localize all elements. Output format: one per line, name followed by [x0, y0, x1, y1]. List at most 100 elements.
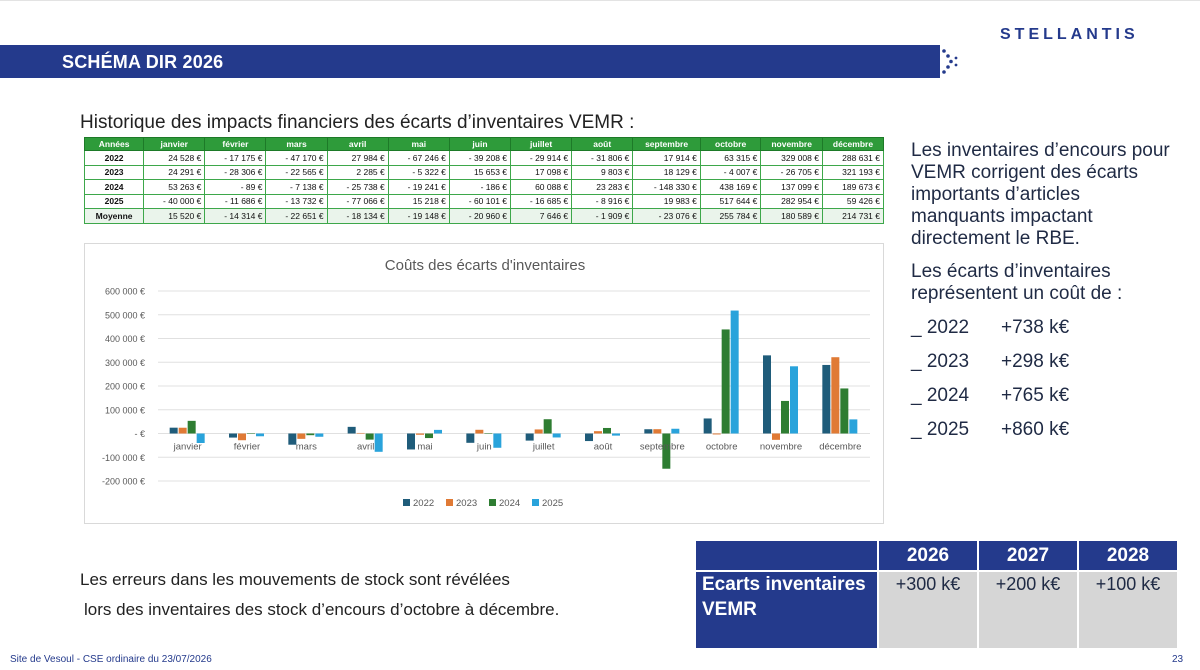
- bar-2024-février: [247, 433, 255, 434]
- table-row: 2022 24 528 € - 17 175 € - 47 170 €27 984 €…: [83, 150, 885, 166]
- table-cell: - 19 148 €: [387, 208, 450, 224]
- stellantis-logo: STELLANTIS: [1000, 26, 1139, 43]
- bar-2024-mars: [306, 433, 315, 436]
- table-row: 2024 53 263 € - 89 € - 7 138 € - 25 738 € - 1…: [83, 179, 885, 195]
- cost-value: +738 k€: [1001, 317, 1070, 338]
- cost-year: _ 2023: [911, 351, 970, 372]
- bar-2022-janvier: [169, 427, 178, 434]
- cost-year: _ 2025: [911, 419, 970, 440]
- row-year: 2022: [83, 150, 145, 166]
- table-cell: 15 520 €: [143, 208, 206, 224]
- table-cell: 255 784 €: [699, 208, 762, 224]
- table-cell: 288 631 €: [821, 150, 885, 166]
- right-paragraph-2: Les écarts d’inventaires représentent un…: [911, 261, 1123, 304]
- header-month: octobre: [699, 137, 762, 151]
- cost-row: _ 2025 +860 k€: [911, 419, 1069, 441]
- table-cell: - 16 685 €: [510, 193, 573, 209]
- legend-swatch-2024: [489, 499, 496, 506]
- table-cell: - 14 314 €: [204, 208, 267, 224]
- chart-container: Coûts des écarts d'inventaires 600 000 € 5…: [84, 243, 884, 524]
- table-cell: 7 646 €: [510, 208, 573, 224]
- table-cell: - 11 686 €: [204, 193, 267, 209]
- bar-2023-juillet: [534, 429, 543, 434]
- table-cell: 27 984 €: [326, 150, 389, 166]
- bar-2024-janvier: [187, 420, 196, 434]
- table-cell: - 186 €: [448, 179, 512, 195]
- table-cell: 24 291 €: [143, 164, 206, 180]
- bottom-text-line-2: lors des inventaires des stock d’encours…: [84, 600, 560, 619]
- header-month: janvier: [143, 137, 206, 151]
- bar-2025-février: [256, 433, 264, 437]
- dots-decoration-icon: [942, 49, 958, 74]
- table-row: 2025- 40 000 € - 11 686 € - 13 732 € - 77 0…: [83, 193, 885, 209]
- row-year: Moyenne: [83, 208, 145, 224]
- x-tick-label: avril: [357, 442, 374, 453]
- legend-swatch-2023: [446, 499, 453, 506]
- x-tick-label: mai: [417, 442, 432, 453]
- table-cell: 19 983 €: [632, 193, 701, 209]
- bar-2025-juin: [493, 433, 502, 448]
- x-tick-label: octobre: [706, 442, 738, 453]
- table-cell: - 22 565 €: [265, 164, 328, 180]
- table-cell: - 7 138 €: [265, 179, 328, 195]
- row-year: 2023: [83, 164, 145, 180]
- x-tick-label: novembre: [760, 442, 802, 453]
- inventory-table: Années janvier février mars avril mai juin juil…: [83, 137, 885, 224]
- bar-2025-juillet: [552, 433, 561, 438]
- bar-2024-novembre: [781, 400, 789, 434]
- page-number: 23: [1172, 654, 1184, 665]
- bar-2023-novembre: [772, 433, 780, 440]
- y-tick-label: 500 000 €: [105, 310, 145, 320]
- table-cell: 15 218 €: [387, 193, 450, 209]
- table-cell: 321 193 €: [821, 164, 885, 180]
- bar-2023-avril: [356, 432, 365, 434]
- table-cell: - 67 246 €: [387, 150, 450, 166]
- table-body: 2022 24 528 € - 17 175 € - 47 170 €27 984 €…: [83, 150, 885, 224]
- table-row: 2023 24 291 € - 28 306 € - 22 565 €2 285 € -…: [83, 164, 885, 180]
- cost-value: +765 k€: [1001, 385, 1070, 406]
- header-month: septembre: [632, 137, 701, 151]
- table-cell: 60 088 €: [510, 179, 573, 195]
- bar-2023-décembre: [831, 357, 840, 434]
- table-cell: - 25 738 €: [326, 179, 389, 195]
- header-month: juillet: [510, 137, 573, 151]
- bar-2022-juin: [466, 433, 475, 443]
- header-month: août: [571, 137, 634, 151]
- table-cell: 53 263 €: [143, 179, 206, 195]
- table-cell: - 22 651 €: [265, 208, 328, 224]
- table-cell: 63 315 €: [699, 150, 762, 166]
- bar-2024-septembre: [662, 433, 671, 469]
- table-cell: 2 285 €: [326, 164, 389, 180]
- x-tick-label: mars: [296, 442, 317, 453]
- table-cell: - 18 134 €: [326, 208, 389, 224]
- table-cell: - 17 175 €: [204, 150, 267, 166]
- bar-2025-mai: [434, 429, 442, 434]
- table-cell: 137 099 €: [760, 179, 823, 195]
- bar-2025-septembre: [671, 428, 680, 434]
- right-paragraph-1: Les inventaires d’encours pour VEMR corr…: [911, 140, 1170, 249]
- row-year: 2024: [83, 179, 145, 195]
- bar-2023-août: [594, 431, 602, 434]
- header-month: mai: [387, 137, 450, 151]
- legend-label: 2023: [456, 498, 477, 509]
- y-tick-label: -200 000 €: [102, 477, 145, 487]
- header-month: décembre: [821, 137, 885, 151]
- header-month: février: [204, 137, 267, 151]
- bar-2024-juin: [484, 433, 493, 434]
- targets-value-row: Ecarts inventaires VEMR +300 k€ +200 k€ …: [696, 572, 1177, 648]
- y-tick-label: 300 000 €: [105, 358, 145, 368]
- y-tick-label: 600 000 €: [105, 287, 145, 297]
- header-month: avril: [326, 137, 389, 151]
- targets-corner: [696, 541, 877, 570]
- targets-table: 2026 2027 2028 Ecarts inventaires VEMR +…: [694, 539, 1179, 650]
- cost-year: _ 2024: [911, 385, 970, 406]
- legend-label: 2022: [413, 498, 434, 509]
- table-cell: - 1 909 €: [571, 208, 634, 224]
- bar-2023-mars: [297, 433, 306, 439]
- table-cell: - 40 000 €: [143, 193, 206, 209]
- table-cell: 17 098 €: [510, 164, 573, 180]
- table-row: Moyenne 15 520 € - 14 314 € - 22 651 € - 18 …: [83, 208, 885, 224]
- bar-2023-septembre: [653, 429, 662, 434]
- table-cell: 23 283 €: [571, 179, 634, 195]
- table-cell: 189 673 €: [821, 179, 885, 195]
